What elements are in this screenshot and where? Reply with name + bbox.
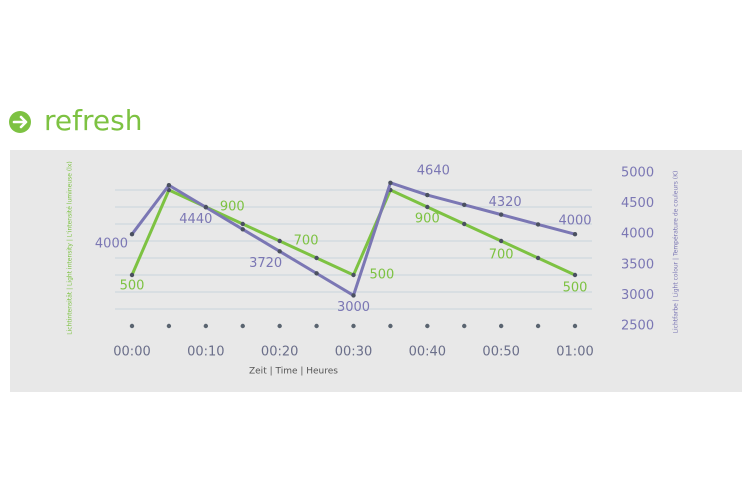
data-label: 500 [563,281,588,296]
data-point [535,255,541,261]
data-label: 3720 [249,256,282,271]
x-tick-label: 00:00 [113,345,150,360]
data-point [203,205,209,210]
data-point [535,222,541,227]
data-label: 500 [370,268,395,283]
x-axis-dot [388,323,393,329]
x-tick-label: 00:40 [409,345,446,360]
data-label: 4000 [558,214,591,229]
y2-tick-label: 4500 [621,196,654,211]
y2-tick-label: 3500 [621,257,654,272]
data-point [572,272,578,278]
x-axis-dot [129,323,135,329]
data-point [166,183,172,188]
data-label: 500 [120,279,145,294]
heading[interactable]: refresh [44,104,142,137]
data-point [462,221,467,227]
arrow-glyph [12,115,28,129]
x-axis-title: Zeit | Time | Heures [249,367,338,377]
x-axis-dot [166,323,172,329]
data-point [498,238,504,244]
data-point [388,180,393,185]
data-label: 700 [489,248,514,263]
data-point [425,192,430,198]
data-point [277,238,282,244]
x-axis-dot [425,323,430,329]
data-point [277,249,282,254]
y2-tick-label: 5000 [621,166,654,181]
x-axis-dot [572,323,578,329]
refresh-link[interactable]: refresh [9,104,142,137]
x-axis-dot [498,323,504,329]
data-label: 900 [220,200,245,215]
y2-axis-title: Lichtfarbe | Light colour | Température … [673,171,680,334]
data-label: 4320 [489,195,522,210]
x-axis-dot [314,323,319,329]
x-axis-dot [462,323,467,329]
x-axis-dot [535,323,541,329]
data-point [314,271,319,276]
x-axis-dot [240,323,245,329]
x-axis-dot [277,323,282,329]
x-tick-label: 00:10 [187,345,224,360]
x-tick-label: 01:00 [556,345,593,360]
data-label: 4640 [417,164,450,179]
data-point [425,204,430,210]
x-axis-dot [203,323,209,329]
y2-tick-label: 2500 [621,319,654,334]
data-point [498,212,504,217]
data-label: 4440 [179,212,212,227]
data-label: 700 [294,234,319,249]
x-tick-label: 00:20 [261,345,298,360]
data-point [351,293,356,298]
data-point [314,255,319,261]
y2-tick-label: 4000 [621,227,654,242]
data-label: 3000 [337,300,370,315]
data-point [351,272,356,278]
x-tick-label: 00:50 [482,345,519,360]
x-axis-dot [351,323,356,329]
data-label: 4000 [95,237,128,252]
y-axis-title: Lichtintensität | Light intensity | L'in… [67,161,74,334]
data-point [240,221,245,227]
data-point [572,232,578,237]
data-label: 900 [415,212,440,227]
data-point [240,227,245,232]
data-point [462,202,467,208]
chart: 2500 3000 3500 4000 4500 5000 00:00 00:10 00:20 0… [67,161,680,376]
data-point [129,272,135,278]
y2-tick-label: 3000 [621,288,654,303]
x-tick-label: 00:30 [335,345,372,360]
data-point [129,232,135,237]
